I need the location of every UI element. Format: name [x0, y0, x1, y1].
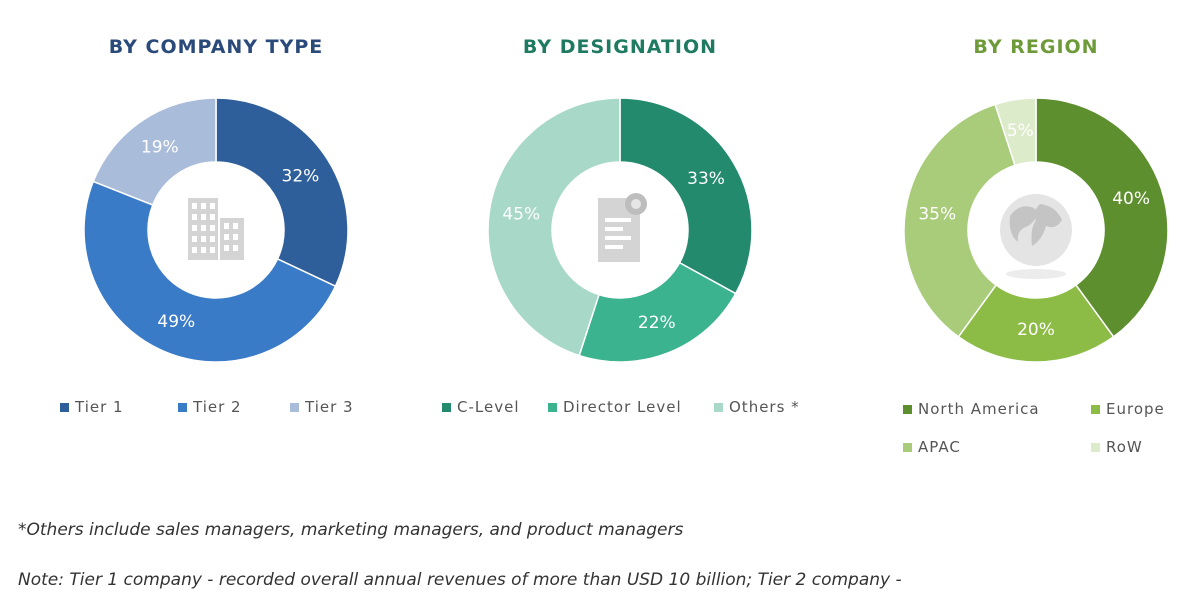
legend-label: APAC — [918, 438, 961, 456]
legend-label: Director Level — [563, 398, 682, 416]
legend-item-director-level: Director Level — [548, 398, 682, 416]
slice-label-tier-3: 19% — [141, 137, 179, 157]
slice-label-europe: 20% — [1017, 320, 1055, 340]
slice-label-tier-1: 32% — [282, 166, 320, 186]
building-icon — [188, 198, 244, 260]
globe-icon — [1000, 194, 1072, 279]
legend-swatch — [1091, 404, 1100, 414]
legend-designation: C-Level Director Level Others * — [430, 398, 830, 438]
slice-europe — [957, 283, 1115, 363]
legend-item-tier-3: Tier 3 — [290, 398, 354, 416]
legend-item-c-level: C-Level — [442, 398, 519, 416]
legend-swatch — [548, 402, 557, 412]
slice-tier-1 — [215, 97, 349, 288]
legend-swatch — [178, 402, 187, 412]
legend-swatch — [290, 402, 299, 412]
donut-chart-company-type: 32% 49% 19% — [83, 97, 349, 363]
legend-item-north-america: North America — [903, 400, 1040, 418]
legend-swatch — [903, 442, 912, 452]
legend-company-type: Tier 1 Tier 2 Tier 3 — [40, 398, 400, 438]
chart-title-region: BY REGION — [973, 36, 1099, 58]
slice-director-level — [578, 261, 737, 363]
slice-tier-2 — [83, 180, 337, 363]
legend-label: Tier 3 — [305, 398, 354, 416]
legend-label: RoW — [1106, 438, 1143, 456]
legend-item-row: RoW — [1091, 438, 1143, 456]
legend-item-europe: Europe — [1091, 400, 1165, 418]
slice-label-row: 5% — [1007, 121, 1034, 141]
legend-item-tier-1: Tier 1 — [60, 398, 124, 416]
slice-label-north-america: 40% — [1112, 189, 1150, 209]
slice-label-others: 45% — [502, 204, 540, 224]
slice-apac — [903, 103, 1016, 338]
slice-label-c-level: 33% — [687, 169, 725, 189]
chart-title-company-type: BY COMPANY TYPE — [108, 36, 324, 58]
slice-tier-3 — [92, 97, 217, 206]
legend-swatch — [714, 402, 723, 412]
legend-label: Tier 1 — [75, 398, 124, 416]
legend-label: Others * — [729, 398, 800, 416]
legend-swatch — [1091, 442, 1100, 452]
slice-label-tier-2: 49% — [157, 312, 195, 332]
slice-label-apac: 35% — [918, 204, 956, 224]
legend-label: Tier 2 — [193, 398, 242, 416]
slice-others — [487, 97, 621, 357]
slice-row — [994, 97, 1037, 167]
donut-chart-designation: 33% 22% 45% — [487, 97, 753, 363]
legend-swatch — [60, 402, 69, 412]
legend-swatch — [903, 404, 912, 414]
slice-c-level — [619, 97, 753, 295]
slice-label-director-level: 22% — [638, 313, 676, 333]
legend-label: North America — [918, 400, 1040, 418]
legend-region: North America Europe APAC RoW — [895, 400, 1195, 460]
legend-label: C-Level — [457, 398, 520, 416]
legend-swatch — [442, 402, 451, 412]
legend-item-tier-2: Tier 2 — [178, 398, 242, 416]
donut-chart-region: 40% 20% 35% 5% — [903, 97, 1169, 363]
footnote-others: *Others include sales managers, marketin… — [18, 520, 684, 540]
footnote-note: Note: Tier 1 company - recorded overall … — [18, 570, 902, 590]
legend-label: Europe — [1106, 400, 1165, 418]
document-icon — [598, 193, 647, 262]
chart-title-designation: BY DESIGNATION — [522, 36, 718, 58]
legend-item-others: Others * — [714, 398, 800, 416]
legend-item-apac: APAC — [903, 438, 961, 456]
slice-north-america — [1035, 97, 1169, 338]
